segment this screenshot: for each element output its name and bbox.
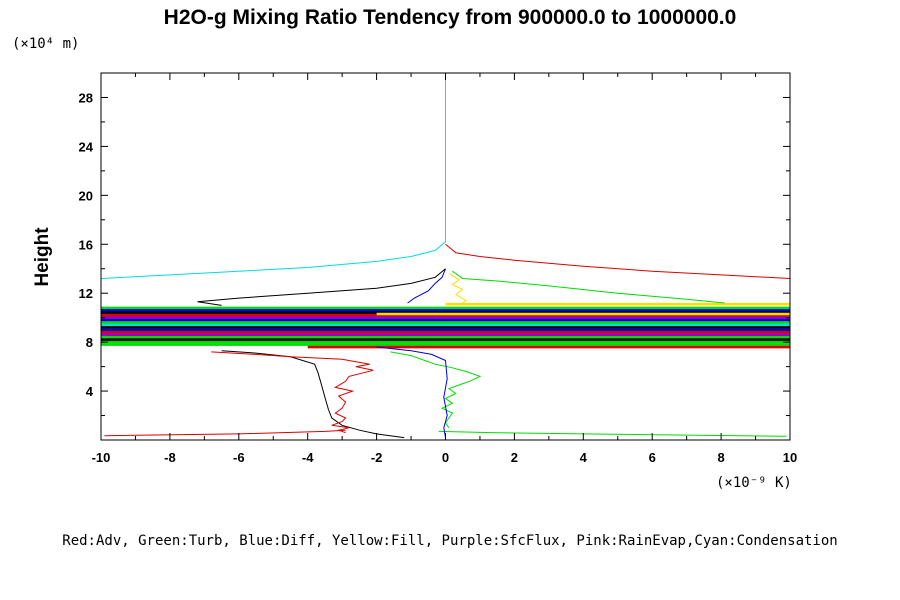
x-tick-label-2: -6 bbox=[233, 450, 245, 465]
y-tick-label-3: 16 bbox=[79, 237, 93, 252]
x-tick-label-0: -10 bbox=[92, 450, 111, 465]
y-scale-label: (×10⁴ m) bbox=[12, 36, 79, 52]
x-tick-label-10: 10 bbox=[783, 450, 797, 465]
x-tick-label-9: 8 bbox=[717, 450, 724, 465]
x-tick-label-3: -4 bbox=[302, 450, 314, 465]
x-tick-label-6: 2 bbox=[511, 450, 518, 465]
series-line-10 bbox=[438, 430, 787, 437]
y-tick-label-1: 8 bbox=[86, 335, 93, 350]
series-line-0 bbox=[100, 75, 446, 279]
series-line-8 bbox=[104, 429, 346, 437]
y-axis-label: Height bbox=[32, 227, 53, 287]
y-tick-label-6: 28 bbox=[79, 90, 93, 105]
series-line-11 bbox=[376, 346, 448, 438]
y-tick-label-0: 4 bbox=[86, 384, 94, 399]
y-tick-label-4: 20 bbox=[79, 188, 93, 203]
x-tick-label-7: 4 bbox=[580, 450, 588, 465]
y-tick-label-5: 24 bbox=[79, 139, 94, 154]
x-tick-label-5: 0 bbox=[442, 450, 449, 465]
series-line-6 bbox=[221, 350, 405, 439]
x-scale-label: (×10⁻⁹ K) bbox=[716, 475, 792, 491]
x-tick-label-8: 6 bbox=[649, 450, 656, 465]
series-line-1 bbox=[445, 243, 791, 279]
series-line-2 bbox=[452, 270, 725, 304]
series-line-9 bbox=[390, 351, 482, 429]
band-lines bbox=[101, 302, 790, 349]
series-line-7 bbox=[211, 351, 374, 434]
y-tick-label-2: 12 bbox=[79, 286, 93, 301]
series-line-3 bbox=[448, 273, 468, 306]
series-line-4 bbox=[407, 268, 446, 304]
chart-title: H2O-g Mixing Ratio Tendency from 900000.… bbox=[164, 6, 737, 29]
series-line-5 bbox=[197, 268, 446, 306]
series-lines bbox=[100, 75, 791, 439]
x-tick-label-4: -2 bbox=[371, 450, 383, 465]
x-tick-label-1: -8 bbox=[164, 450, 176, 465]
legend: Red:Adv, Green:Turb, Blue:Diff, Yellow:F… bbox=[62, 533, 838, 549]
